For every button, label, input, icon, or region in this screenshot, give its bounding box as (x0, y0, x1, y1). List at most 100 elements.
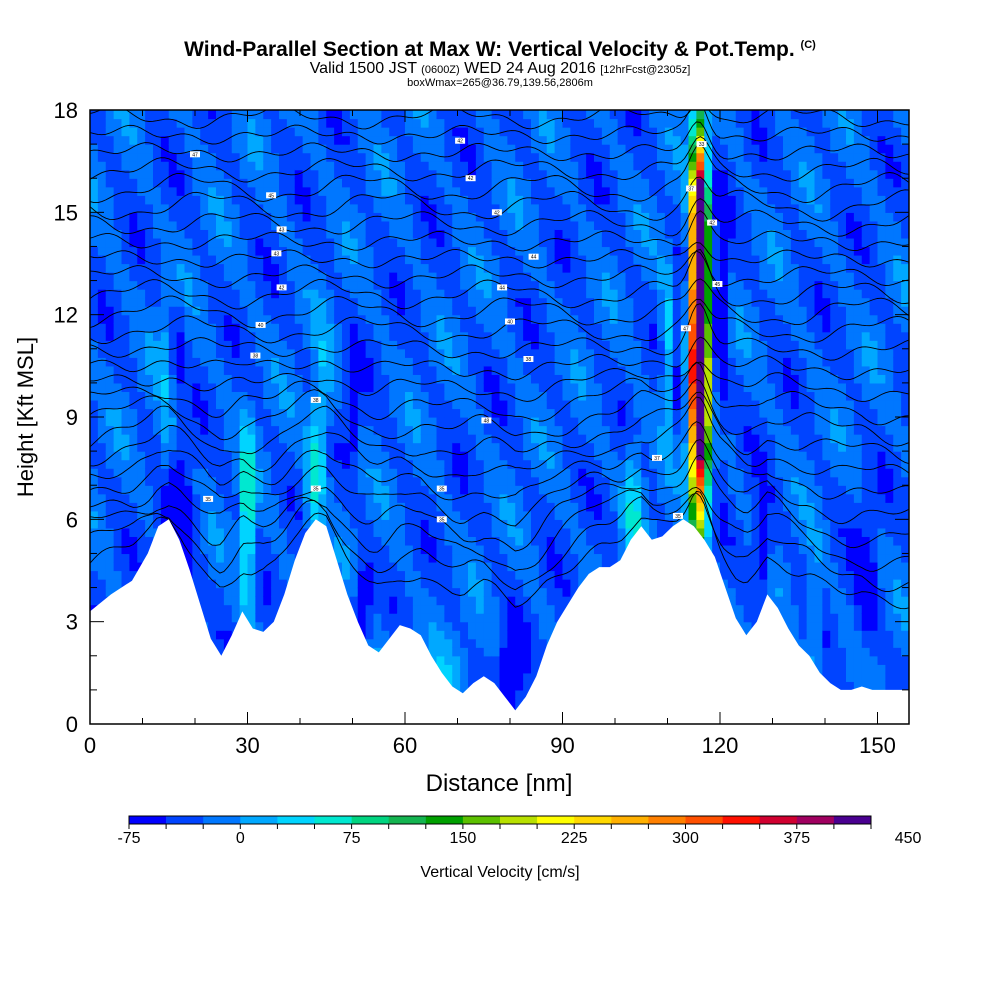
velocity-cell (334, 135, 343, 145)
velocity-cell (625, 297, 634, 307)
velocity-cell (475, 442, 485, 452)
velocity-cell (420, 638, 430, 648)
velocity-cell (444, 289, 453, 299)
velocity-cell (475, 391, 485, 401)
velocity-cell (239, 178, 249, 188)
velocity-cell (231, 323, 241, 333)
velocity-cell (97, 408, 107, 418)
velocity-cell (420, 476, 430, 486)
velocity-cell (531, 561, 540, 572)
velocity-cell (617, 220, 627, 230)
velocity-cell (176, 493, 186, 503)
velocity-cell (531, 647, 540, 657)
velocity-cell (531, 519, 540, 529)
velocity-cell (570, 118, 579, 128)
velocity-cell (531, 314, 540, 324)
velocity-cell (499, 561, 508, 572)
velocity-cell (326, 280, 335, 290)
velocity-cell (105, 178, 115, 188)
velocity-cell (562, 212, 571, 222)
velocity-cell (223, 493, 233, 503)
velocity-cell (483, 340, 493, 350)
velocity-cell (586, 365, 595, 375)
velocity-cell (302, 442, 312, 452)
velocity-cell (129, 544, 138, 555)
velocity-cell (412, 246, 422, 256)
velocity-cell (129, 493, 138, 503)
velocity-cell (145, 280, 154, 290)
velocity-cell (546, 212, 556, 222)
velocity-cell (318, 408, 327, 418)
velocity-cell (239, 195, 249, 205)
velocity-cell (263, 178, 272, 188)
velocity-cell (223, 604, 233, 614)
velocity-cell (586, 459, 595, 469)
velocity-cell (625, 510, 634, 520)
velocity-cell (365, 254, 375, 265)
velocity-cell (176, 408, 186, 418)
velocity-cell (507, 212, 516, 222)
velocity-cell (452, 237, 461, 248)
velocity-cell (483, 468, 493, 478)
velocity-cell (562, 289, 571, 299)
velocity-cell (562, 237, 571, 248)
velocity-cell (326, 306, 335, 316)
velocity-cell (168, 306, 178, 316)
velocity-cell (326, 127, 335, 137)
velocity-cell (271, 442, 280, 452)
velocity-cell (389, 348, 398, 358)
velocity-cell (90, 203, 99, 213)
velocity-cell (349, 468, 359, 478)
velocity-cell (538, 374, 548, 384)
velocity-cell (617, 135, 627, 145)
velocity-cell (428, 579, 438, 589)
velocity-cell (294, 127, 304, 137)
velocity-cell (468, 263, 477, 273)
velocity-cell (349, 127, 359, 137)
velocity-cell (145, 237, 154, 248)
velocity-cell (491, 630, 501, 640)
velocity-cell (349, 254, 359, 265)
velocity-cell (231, 237, 241, 248)
velocity-cell (231, 459, 241, 469)
velocity-cell (192, 357, 201, 367)
velocity-cell (90, 186, 99, 196)
velocity-cell (499, 596, 508, 606)
velocity-cell (231, 272, 241, 282)
velocity-cell (546, 195, 556, 205)
velocity-cell (586, 280, 595, 290)
velocity-cell (389, 451, 398, 461)
velocity-cell (192, 570, 201, 580)
velocity-cell (184, 144, 193, 154)
velocity-cell (507, 681, 516, 691)
velocity-cell (373, 561, 382, 572)
velocity-cell (491, 502, 501, 512)
velocity-cell (452, 655, 461, 665)
velocity-cell (570, 195, 579, 205)
velocity-cell (105, 544, 115, 555)
velocity-cell (192, 527, 201, 537)
velocity-cell (263, 246, 272, 256)
velocity-cell (562, 553, 571, 563)
velocity-cell (428, 161, 438, 171)
velocity-cell (601, 118, 611, 128)
velocity-cell (452, 374, 461, 384)
velocity-cell (208, 519, 217, 529)
velocity-cell (373, 323, 382, 333)
velocity-cell (153, 468, 162, 478)
velocity-cell (121, 127, 130, 137)
velocity-cell (546, 527, 556, 537)
velocity-cell (97, 306, 107, 316)
velocity-cell (609, 144, 619, 154)
velocity-cell (546, 314, 556, 324)
velocity-cell (546, 544, 556, 555)
velocity-cell (554, 459, 564, 469)
velocity-cell (216, 408, 225, 418)
velocity-cell (483, 391, 493, 401)
velocity-cell (357, 229, 367, 239)
velocity-cell (515, 186, 524, 196)
velocity-cell (625, 340, 634, 350)
velocity-cell (373, 536, 382, 546)
velocity-cell (216, 229, 225, 239)
velocity-cell (444, 110, 453, 120)
